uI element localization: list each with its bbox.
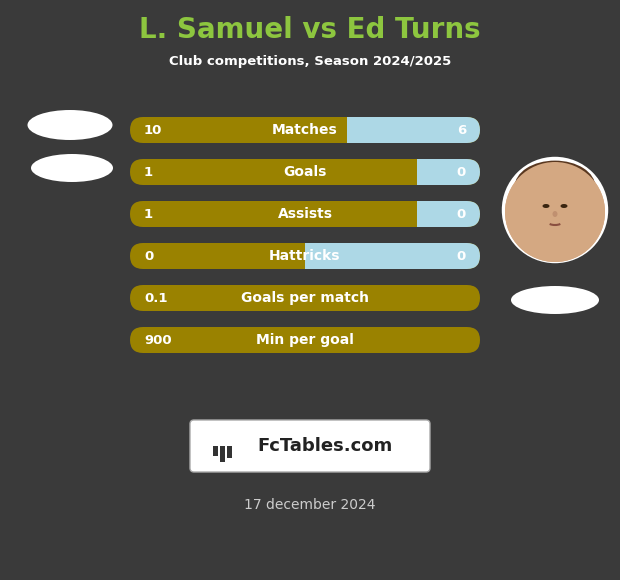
Text: 0: 0 [457, 165, 466, 179]
Text: 0.1: 0.1 [144, 292, 167, 304]
Ellipse shape [511, 286, 599, 314]
Bar [213, 446, 218, 456]
Text: Goals: Goals [283, 165, 327, 179]
Bar [305, 243, 318, 269]
FancyBboxPatch shape [347, 117, 480, 143]
FancyBboxPatch shape [130, 201, 480, 227]
Text: 17 december 2024: 17 december 2024 [244, 498, 376, 512]
Ellipse shape [552, 211, 557, 217]
FancyBboxPatch shape [130, 285, 480, 311]
FancyBboxPatch shape [130, 117, 480, 143]
FancyBboxPatch shape [130, 159, 480, 185]
Bar [347, 117, 360, 143]
FancyBboxPatch shape [417, 159, 480, 185]
Ellipse shape [542, 204, 549, 208]
Text: FcTables.com: FcTables.com [257, 437, 392, 455]
Text: 10: 10 [144, 124, 162, 136]
Bar [417, 159, 430, 185]
Text: 1: 1 [144, 165, 153, 179]
Text: 0: 0 [457, 249, 466, 263]
Text: Goals per match: Goals per match [241, 291, 369, 305]
Text: Assists: Assists [278, 207, 332, 221]
Circle shape [505, 162, 605, 262]
Text: 6: 6 [457, 124, 466, 136]
Bar [220, 446, 225, 462]
FancyBboxPatch shape [305, 243, 480, 269]
Text: 1: 1 [144, 208, 153, 220]
Bar [417, 201, 430, 227]
Text: Club competitions, Season 2024/2025: Club competitions, Season 2024/2025 [169, 56, 451, 68]
FancyBboxPatch shape [190, 420, 430, 472]
Bar [227, 446, 232, 458]
Circle shape [499, 154, 611, 266]
Text: Hattricks: Hattricks [269, 249, 341, 263]
Circle shape [505, 162, 605, 262]
Ellipse shape [31, 154, 113, 182]
Ellipse shape [560, 204, 567, 208]
Text: 0: 0 [144, 249, 153, 263]
FancyBboxPatch shape [417, 201, 480, 227]
Text: Matches: Matches [272, 123, 338, 137]
Ellipse shape [515, 161, 595, 213]
Ellipse shape [27, 110, 112, 140]
FancyBboxPatch shape [130, 327, 480, 353]
FancyBboxPatch shape [130, 243, 480, 269]
Text: 900: 900 [144, 334, 172, 346]
Text: Min per goal: Min per goal [256, 333, 354, 347]
Text: 0: 0 [457, 208, 466, 220]
Text: L. Samuel vs Ed Turns: L. Samuel vs Ed Turns [139, 16, 481, 44]
